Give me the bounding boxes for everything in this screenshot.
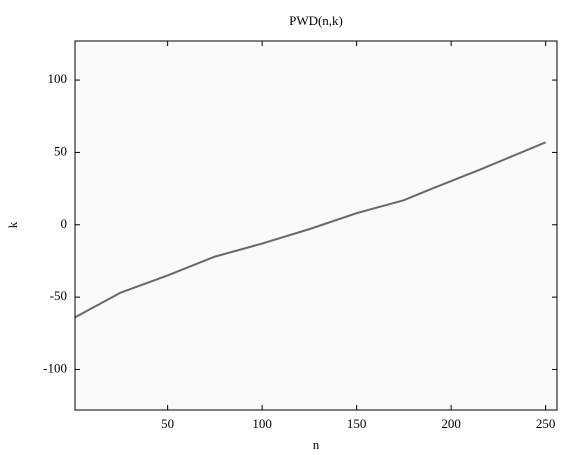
y-tick-label: -50 [50,288,67,303]
plot-area [75,41,557,410]
ridge-line [74,141,547,319]
y-tick-label: -100 [43,360,67,375]
x-tick-label: 200 [441,416,461,431]
x-tick-label: 150 [347,416,367,431]
y-tick-label: 0 [61,216,68,231]
x-tick-label: 50 [161,416,174,431]
x-tick-label: 100 [252,416,272,431]
x-axis-label: n [313,437,320,452]
y-axis-label: k [5,221,20,228]
axes-box [74,40,558,411]
y-tick-label: 50 [54,143,67,158]
x-tick-label: 250 [536,416,556,431]
y-tick-label: 100 [48,71,68,86]
chart-title: PWD(n,k) [289,13,343,28]
